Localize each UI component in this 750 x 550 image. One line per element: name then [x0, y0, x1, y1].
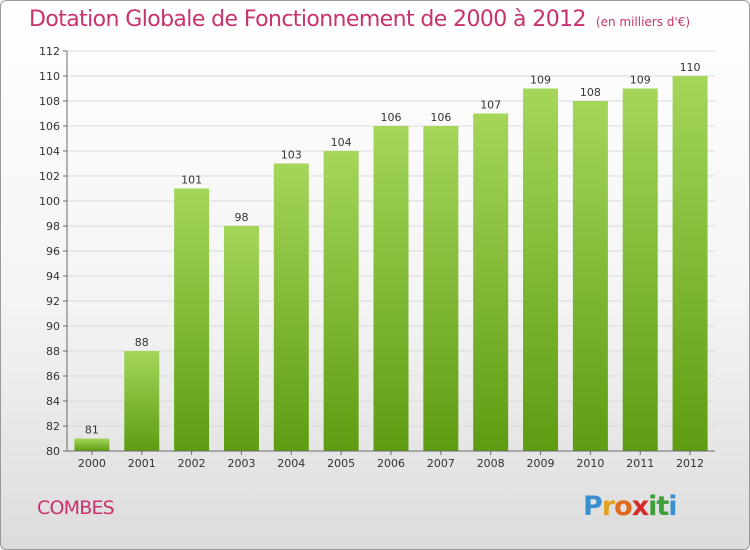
data-label: 81 — [85, 424, 99, 437]
data-label: 98 — [234, 211, 248, 224]
logo-letter: i — [668, 491, 677, 522]
y-tick-label: 104 — [39, 145, 60, 158]
y-tick-label: 98 — [46, 220, 60, 233]
x-tick-label: 2008 — [477, 457, 505, 470]
bar — [622, 88, 658, 451]
bar — [523, 88, 559, 451]
data-label: 101 — [181, 174, 202, 187]
bar — [572, 101, 608, 451]
data-label: 109 — [530, 74, 551, 87]
y-tick-label: 86 — [46, 370, 60, 383]
x-tick-label: 2001 — [128, 457, 156, 470]
axes: 80 82 84 86 88 90 92 94 96 98 100 102 104 106 108 110 11… — [39, 45, 715, 470]
chart-title-text: Dotation Globale de Fonctionnement de 20… — [29, 7, 587, 32]
bars — [74, 76, 708, 451]
y-tick-label: 110 — [39, 70, 60, 83]
bar — [323, 151, 359, 451]
bar — [672, 76, 708, 451]
data-labels: 81 88 101 98 103 104 106 106 107 109 108 109 110 — [85, 61, 701, 437]
y-tick-label: 108 — [39, 95, 60, 108]
logo-letter: t — [656, 491, 669, 522]
bar — [174, 188, 210, 451]
bar — [74, 438, 110, 451]
data-label: 88 — [135, 336, 149, 349]
bar — [373, 126, 409, 451]
bar — [223, 226, 259, 451]
bar-chart: 80 82 84 86 88 90 92 94 96 98 100 102 104 106 108 110 11… — [39, 45, 715, 470]
x-tick-label: 2009 — [527, 457, 555, 470]
logo-letter: i — [648, 491, 657, 522]
y-tick-label: 100 — [39, 195, 60, 208]
y-tick-label: 92 — [46, 295, 60, 308]
x-tick-label: 2002 — [178, 457, 206, 470]
bar — [423, 126, 459, 451]
logo-letter: P — [583, 491, 603, 522]
x-tick-label: 2011 — [626, 457, 654, 470]
y-tick-label: 90 — [46, 320, 60, 333]
y-tick-label: 106 — [39, 120, 60, 133]
y-tick-label: 94 — [46, 270, 60, 283]
x-tick-label: 2012 — [676, 457, 704, 470]
bar — [273, 163, 309, 451]
x-tick-label: 2004 — [277, 457, 305, 470]
x-tick-label: 2010 — [576, 457, 604, 470]
y-tick-label: 84 — [46, 395, 60, 408]
data-label: 104 — [331, 136, 352, 149]
data-label: 110 — [680, 61, 701, 74]
logo-letter: r — [601, 491, 615, 522]
x-tick-label: 2000 — [78, 457, 106, 470]
data-label: 107 — [480, 99, 501, 112]
chart-title: Dotation Globale de Fonctionnement de 20… — [29, 7, 690, 32]
data-label: 106 — [430, 111, 451, 124]
data-label: 108 — [580, 86, 601, 99]
x-tick-label: 2007 — [427, 457, 455, 470]
proxiti-logo[interactable]: Proxiti — [583, 491, 678, 522]
logo-letter: o — [614, 491, 633, 522]
data-label: 109 — [630, 74, 651, 87]
chart-subtitle: (en milliers d'€) — [595, 15, 691, 29]
logo-letter: x — [631, 491, 649, 522]
x-tick-label: 2003 — [227, 457, 255, 470]
data-label: 103 — [281, 149, 302, 162]
x-tick-label: 2006 — [377, 457, 405, 470]
y-tick-label: 82 — [46, 420, 60, 433]
y-tick-label: 102 — [39, 170, 60, 183]
y-tick-label: 88 — [46, 345, 60, 358]
bar — [473, 113, 509, 451]
data-label: 106 — [381, 111, 402, 124]
x-tick-label: 2005 — [327, 457, 355, 470]
y-tick-label: 96 — [46, 245, 60, 258]
bar — [124, 351, 160, 451]
y-tick-label: 80 — [46, 445, 60, 458]
commune-name: COMBES — [37, 497, 115, 519]
y-tick-label: 112 — [39, 45, 60, 58]
